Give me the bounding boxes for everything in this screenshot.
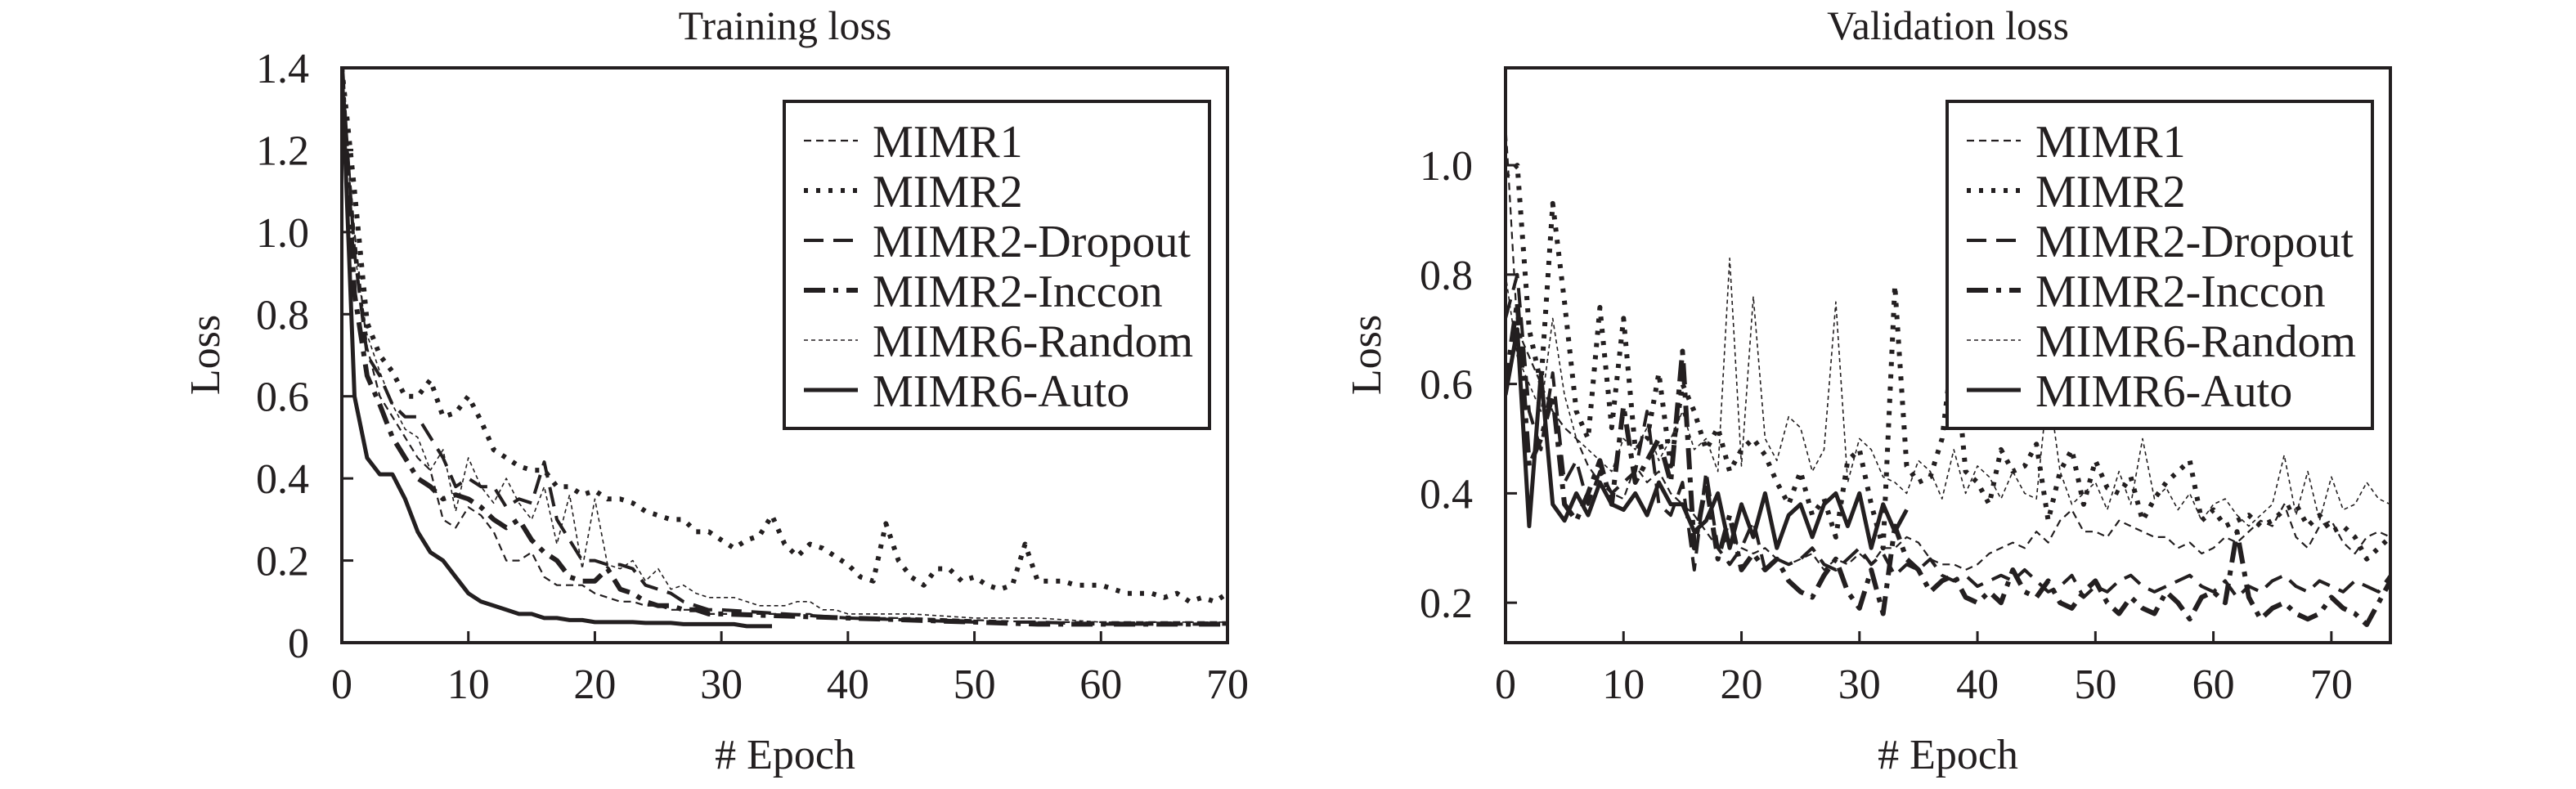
legend-label: MIMR2 xyxy=(873,167,1023,217)
y-axis-ticks: 0.2 0.4 0.6 0.8 1.0 xyxy=(1420,143,1517,627)
series-line xyxy=(342,75,1227,624)
y-tick-label: 0.8 xyxy=(1420,253,1473,299)
y-tick-label: 0.2 xyxy=(1420,581,1473,627)
y-tick-label: 0.4 xyxy=(256,456,309,503)
x-tick-label: 70 xyxy=(2310,661,2353,708)
y-tick-label: 1.0 xyxy=(256,210,309,257)
y-tick-label: 0.2 xyxy=(256,539,309,585)
x-axis-ticks: 0 10 20 30 40 50 60 70 xyxy=(1495,631,2353,708)
legend-label: MIMR6-Auto xyxy=(2035,366,2292,417)
x-tick-label: 20 xyxy=(1721,661,1763,708)
x-axis-ticks: 0 10 20 30 40 50 60 70 xyxy=(331,631,1249,708)
legend-label: MIMR1 xyxy=(2035,117,2186,168)
training-loss-chart: Training loss 0 0.2 0.4 0.6 0.8 1.0 1.2 1.4 0 10… xyxy=(182,2,1249,778)
x-tick-label: 40 xyxy=(1956,661,1999,708)
plot-frame xyxy=(1504,66,2392,644)
x-tick-label: 10 xyxy=(1602,661,1645,708)
legend-label: MIMR2-Inccon xyxy=(873,267,1163,317)
x-tick-label: 50 xyxy=(2074,661,2116,708)
x-tick-label: 0 xyxy=(331,661,352,708)
y-axis-ticks: 0 0.2 0.4 0.6 0.8 1.0 1.2 1.4 xyxy=(256,46,353,667)
legend-label: MIMR2-Dropout xyxy=(873,217,1191,267)
y-tick-label: 0.6 xyxy=(256,374,309,421)
x-tick-label: 20 xyxy=(573,661,616,708)
legend: MIMR1MIMR2MIMR2-DropoutMIMR2-IncconMIMR6… xyxy=(783,100,1211,430)
y-tick-label: 0.6 xyxy=(1420,362,1473,409)
x-tick-label: 30 xyxy=(1838,661,1881,708)
legend-label: MIMR6-Random xyxy=(2035,316,2356,367)
series-line xyxy=(342,68,1227,623)
y-tick-label: 1.0 xyxy=(1420,143,1473,190)
y-axis-label: Loss xyxy=(182,315,229,395)
plot-lines xyxy=(342,68,1227,629)
series-line xyxy=(1506,327,1909,550)
validation-loss-chart: Validation loss 0.2 0.4 0.6 0.8 1.0 0 10 20 30 4… xyxy=(1344,2,2392,778)
y-axis-label: Loss xyxy=(1344,315,1390,395)
plot-frame xyxy=(340,66,1229,644)
legend-label: MIMR1 xyxy=(873,117,1023,168)
plot-lines xyxy=(1506,121,2390,627)
legend: MIMR1MIMR2MIMR2-DropoutMIMR2-IncconMIMR6… xyxy=(1945,100,2374,430)
y-tick-label: 0 xyxy=(288,621,309,667)
y-tick-label: 0.4 xyxy=(1420,471,1473,518)
x-tick-label: 50 xyxy=(954,661,996,708)
series-line xyxy=(342,68,772,629)
series-line xyxy=(1506,299,2390,627)
x-tick-label: 60 xyxy=(1079,661,1122,708)
legend-label: MIMR6-Auto xyxy=(873,366,1129,417)
y-tick-label: 1.4 xyxy=(256,46,309,92)
chart-title: Training loss xyxy=(679,2,892,48)
series-line xyxy=(342,68,1227,627)
chart-title: Validation loss xyxy=(1827,2,2069,48)
x-tick-label: 30 xyxy=(700,661,743,708)
series-line xyxy=(1506,257,2390,527)
legend-label: MIMR2-Inccon xyxy=(2035,267,2326,317)
series-line xyxy=(1506,121,2390,572)
x-tick-label: 70 xyxy=(1206,661,1249,708)
legend-label: MIMR6-Random xyxy=(873,316,1193,367)
y-tick-label: 1.2 xyxy=(256,128,309,174)
x-tick-label: 60 xyxy=(2192,661,2235,708)
x-axis-label: # Epoch xyxy=(1878,732,2018,778)
x-tick-label: 0 xyxy=(1495,661,1516,708)
series-line xyxy=(342,68,1227,604)
x-tick-label: 10 xyxy=(447,661,490,708)
legend-label: MIMR2 xyxy=(2035,167,2186,217)
legend-label: MIMR2-Dropout xyxy=(2035,217,2354,267)
x-axis-label: # Epoch xyxy=(715,732,855,778)
y-tick-label: 0.8 xyxy=(256,292,309,338)
x-tick-label: 40 xyxy=(827,661,869,708)
